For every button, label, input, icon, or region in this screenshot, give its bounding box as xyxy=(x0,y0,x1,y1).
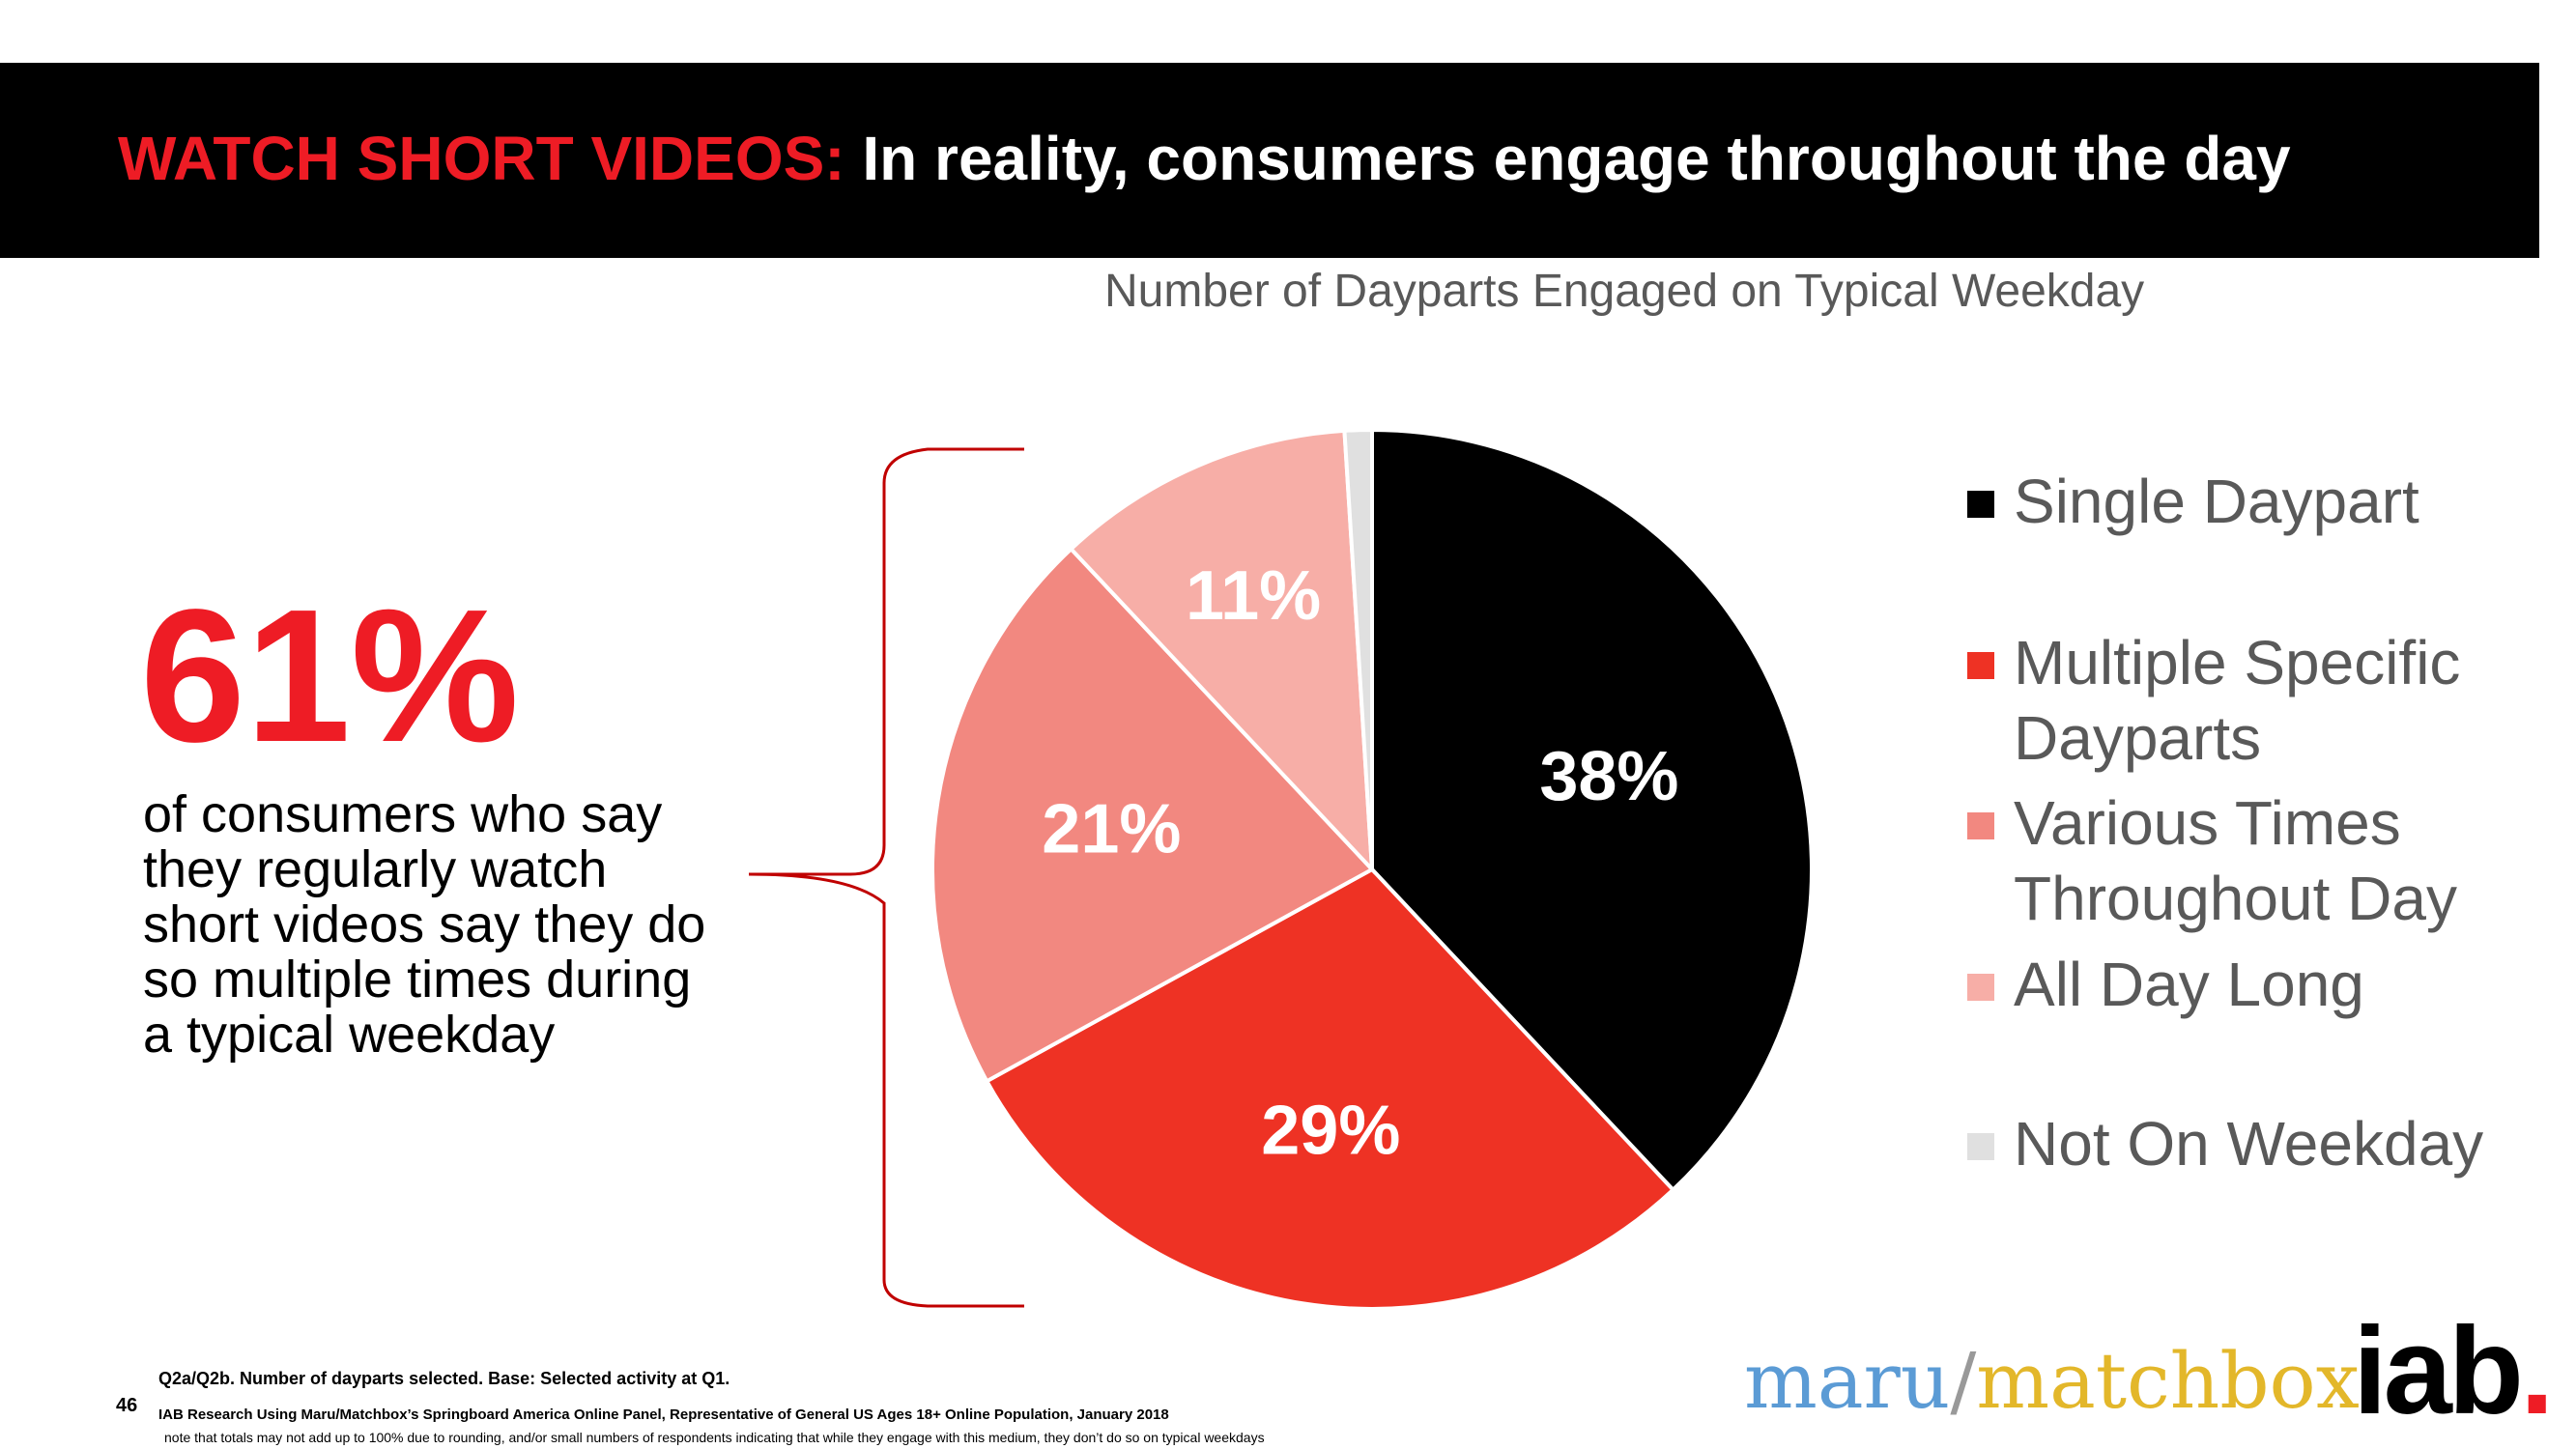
pie-slice-various-times-throughout-day xyxy=(930,546,1376,1084)
pie-data-label: 11% xyxy=(1186,557,1321,635)
pie-data-label: 38% xyxy=(1539,738,1678,815)
legend-swatch xyxy=(1967,652,1994,679)
chart-title: Number of Dayparts Engaged on Typical We… xyxy=(1104,266,2145,317)
stat-description: of consumers who say they regularly watc… xyxy=(143,785,706,1064)
page-title: WATCH SHORT VIDEOS: In reality, consumer… xyxy=(118,120,2291,197)
pie-slice-multiple-specific-dayparts xyxy=(984,867,1676,1311)
logo-maru-text: maru xyxy=(1744,1336,1951,1426)
logo-matchbox-text: matchbox xyxy=(1976,1336,2360,1426)
legend-swatch xyxy=(1967,974,1994,1001)
legend-label: Multiple Specific Dayparts xyxy=(2014,628,2461,773)
bracket-icon xyxy=(748,447,1024,1308)
page-number: 46 xyxy=(116,1395,138,1416)
legend-label: Various Times Throughout Day xyxy=(2014,788,2457,933)
pie-chart xyxy=(930,427,1814,1311)
pie-labels: 38% 29% 21% 11% xyxy=(1042,557,1678,1170)
maru-matchbox-logo: maru/matchbox xyxy=(1744,1333,2360,1430)
legend-label: Not On Weekday xyxy=(2014,1109,2484,1179)
legend-label: All Day Long xyxy=(2014,950,2364,1019)
pie-slice-all-day-long xyxy=(1068,428,1375,875)
legend-label: Single Daypart xyxy=(2014,467,2419,536)
legend-swatch xyxy=(1967,812,1994,839)
legend-swatch xyxy=(1967,1133,1994,1160)
logo-iab-text: iab xyxy=(2353,1302,2524,1440)
title-main: In reality, consumers engage throughout … xyxy=(862,124,2291,193)
iab-logo: iab. xyxy=(2353,1309,2554,1435)
logo-slash: / xyxy=(1950,1336,1977,1426)
pie-slice-not-on-weekday xyxy=(1342,427,1374,870)
big-stat-value: 61% xyxy=(140,570,520,781)
title-bar xyxy=(0,63,2539,258)
title-highlight: WATCH SHORT VIDEOS: xyxy=(118,124,845,193)
pie-data-label: 29% xyxy=(1261,1093,1400,1170)
pie-data-label: 21% xyxy=(1042,790,1181,867)
footnote-question: Q2a/Q2b. Number of dayparts selected. Ba… xyxy=(158,1369,730,1388)
logo-iab-dot: . xyxy=(2519,1302,2555,1440)
pie-slice-single-daypart xyxy=(1370,427,1814,1193)
legend-swatch xyxy=(1967,491,1994,518)
footnote-note: note that totals may not add up to 100% … xyxy=(164,1430,1265,1445)
footnote-source: IAB Research Using Maru/Matchbox’s Sprin… xyxy=(158,1406,1169,1423)
